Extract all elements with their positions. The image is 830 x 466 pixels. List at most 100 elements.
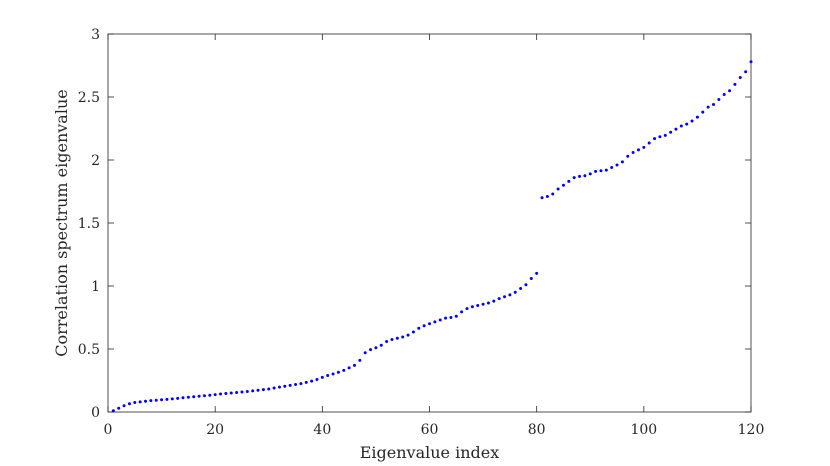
data-point — [422, 324, 426, 328]
data-point — [395, 336, 399, 340]
data-point — [149, 399, 153, 403]
data-point — [604, 168, 608, 172]
data-point — [342, 368, 346, 372]
data-point — [374, 346, 378, 350]
data-point — [486, 301, 490, 305]
y-tick-label: 2 — [91, 153, 100, 169]
x-ticks: 0 20 40 60 80 100 120 — [104, 34, 765, 438]
data-point — [679, 124, 683, 128]
data-point — [578, 174, 582, 178]
data-point — [572, 176, 576, 180]
data-point — [299, 382, 303, 386]
data-point — [267, 387, 271, 391]
data-point — [481, 302, 485, 306]
data-point — [170, 397, 174, 401]
data-point — [626, 154, 630, 158]
data-point — [176, 396, 180, 400]
data-point — [497, 297, 501, 301]
data-point — [513, 290, 517, 294]
data-point — [304, 380, 308, 384]
data-point — [213, 393, 217, 397]
data-point — [336, 370, 340, 374]
data-point — [583, 174, 587, 178]
data-point — [669, 130, 673, 134]
data-point — [556, 187, 560, 191]
data-point — [192, 395, 196, 399]
data-point — [631, 150, 635, 154]
data-point — [261, 388, 265, 392]
data-point — [749, 60, 753, 64]
data-point — [401, 335, 405, 339]
data-point — [186, 395, 190, 399]
data-point — [588, 172, 592, 176]
data-point — [444, 316, 448, 320]
data-point — [567, 179, 571, 183]
data-point — [224, 391, 228, 395]
data-point — [160, 398, 164, 402]
data-point — [492, 299, 496, 303]
data-point — [320, 375, 324, 379]
data-point — [326, 373, 330, 377]
data-point — [620, 160, 624, 164]
data-point — [519, 287, 523, 291]
data-point — [454, 314, 458, 318]
data-point — [256, 388, 260, 392]
y-axis-label: Correlation spectrum eigenvalue — [52, 89, 71, 356]
data-point — [411, 330, 415, 334]
x-tick-label: 80 — [528, 422, 546, 438]
data-point — [711, 103, 715, 107]
data-point — [165, 397, 169, 401]
data-point — [599, 169, 603, 173]
data-point — [208, 393, 212, 397]
data-point — [417, 326, 421, 330]
data-point — [647, 141, 651, 145]
data-point — [470, 305, 474, 309]
x-tick-label: 0 — [104, 422, 113, 438]
data-point — [122, 404, 126, 408]
data-point — [503, 295, 507, 299]
data-point — [717, 98, 721, 102]
data-point — [352, 363, 356, 367]
y-tick-label: 2.5 — [78, 90, 100, 106]
x-tick-label: 120 — [738, 422, 765, 438]
data-point — [219, 392, 223, 396]
data-points — [111, 60, 753, 413]
data-point — [288, 383, 292, 387]
data-point — [202, 394, 206, 398]
y-tick-label: 0 — [91, 405, 100, 421]
data-point — [294, 383, 298, 387]
data-point — [663, 133, 667, 137]
data-point — [240, 390, 244, 394]
data-point — [133, 401, 137, 405]
y-tick-label: 3 — [91, 27, 100, 43]
y-tick-label: 0.5 — [78, 342, 100, 358]
data-point — [653, 137, 657, 141]
data-point — [315, 377, 319, 381]
data-point — [728, 89, 732, 93]
y-tick-label: 1.5 — [78, 216, 100, 232]
data-point — [561, 183, 565, 187]
data-point — [733, 82, 737, 86]
data-point — [658, 135, 662, 139]
plot-area — [107, 33, 752, 413]
data-point — [460, 310, 464, 314]
data-point — [272, 386, 276, 390]
data-point — [379, 343, 383, 347]
data-point — [674, 127, 678, 131]
data-point — [524, 283, 528, 287]
x-tick-label: 20 — [206, 422, 224, 438]
data-point — [283, 384, 287, 388]
data-point — [615, 163, 619, 167]
x-tick-label: 100 — [630, 422, 657, 438]
data-point — [277, 385, 281, 389]
data-point — [433, 320, 437, 324]
x-tick-label: 60 — [421, 422, 439, 438]
data-point — [636, 148, 640, 152]
data-point — [594, 169, 598, 173]
data-point — [476, 304, 480, 308]
data-point — [529, 276, 533, 280]
data-point — [310, 379, 314, 383]
data-point — [347, 366, 351, 370]
data-point — [690, 119, 694, 123]
